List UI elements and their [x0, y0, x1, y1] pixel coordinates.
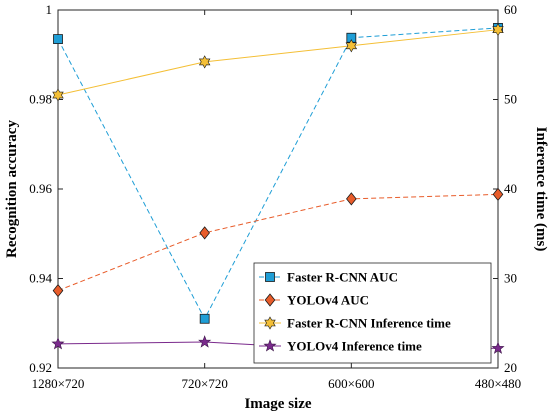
y2-tick-label: 20	[504, 360, 517, 375]
legend-marker	[265, 272, 275, 282]
series-point	[346, 192, 357, 206]
series-3	[52, 23, 504, 102]
x-tick-label: 600×600	[328, 376, 374, 391]
series-point	[492, 187, 504, 202]
legend-label: Faster R-CNN AUC	[287, 270, 398, 285]
legend-label: YOLOv4 AUC	[287, 293, 369, 308]
series-point	[52, 88, 64, 102]
series-point	[198, 335, 212, 348]
series-point	[492, 23, 504, 37]
series-point	[198, 55, 211, 69]
y-tick-label: 0.98	[29, 92, 52, 107]
y2-axis-label: Inference time (ms)	[533, 127, 549, 252]
series-line	[57, 29, 499, 96]
series-line	[57, 27, 499, 320]
legend-marker	[264, 316, 276, 330]
y2-tick-label: 40	[504, 181, 517, 196]
ticks-layer: 1280×720 720×720 600×600 480×480 0.92 0.94 0.9…	[29, 2, 521, 391]
series-2	[52, 187, 504, 298]
series-point	[491, 341, 505, 354]
x-tick-label: 1280×720	[32, 376, 85, 391]
x-axis-label: Image size	[244, 396, 311, 412]
x-tick-label: 480×480	[475, 376, 521, 391]
series-line	[57, 193, 499, 292]
series-point	[53, 34, 63, 44]
x-tick-label: 720×720	[181, 376, 227, 391]
y2-tick-label: 50	[504, 92, 517, 107]
y-tick-label: 0.92	[29, 360, 52, 375]
legend-label: Faster R-CNN Inference time	[287, 316, 451, 331]
legend-marker	[264, 293, 276, 307]
y-tick-label: 1	[46, 2, 53, 17]
legend-box	[253, 262, 492, 364]
series-point	[345, 39, 358, 53]
y2-tick-label: 60	[504, 2, 517, 17]
legend-marker	[263, 339, 277, 352]
legend-label: YOLOv4 Inference time	[287, 339, 422, 354]
series-point	[51, 336, 65, 350]
series-point	[52, 283, 64, 298]
y-axis-label: Recognition accuracy	[4, 120, 20, 258]
series-point	[199, 226, 210, 240]
y-tick-label: 0.94	[29, 271, 52, 286]
y2-tick-label: 30	[504, 271, 517, 286]
legend: Faster R-CNN AUC YOLOv4 AUC Faster R-CNN I…	[253, 262, 492, 364]
y-tick-label: 0.96	[29, 181, 52, 196]
series-point	[199, 313, 210, 324]
